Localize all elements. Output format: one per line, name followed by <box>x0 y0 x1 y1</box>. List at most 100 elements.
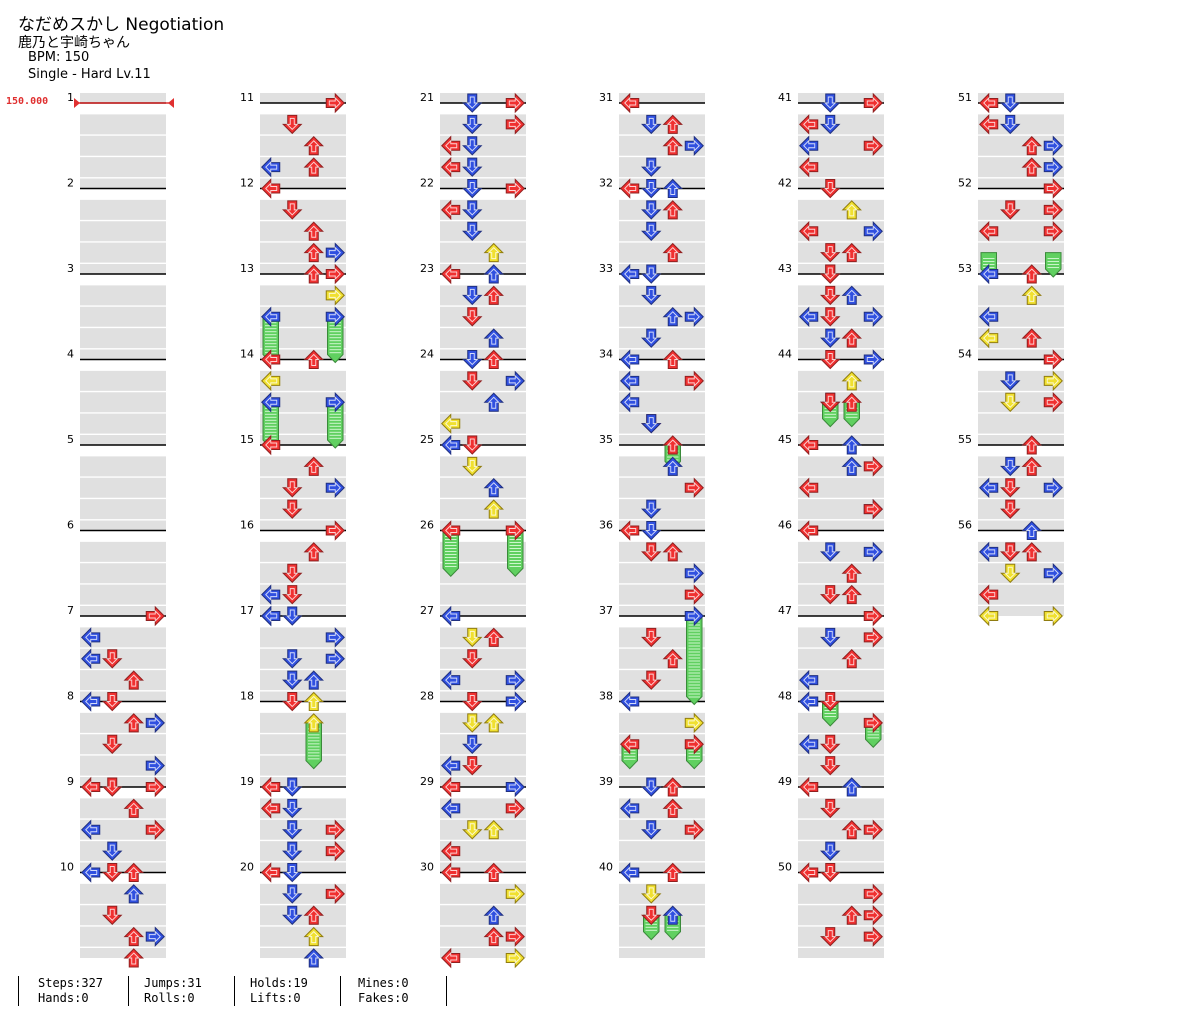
measure-number: 44 <box>778 348 792 361</box>
arrow-note <box>325 285 345 306</box>
beat-band <box>440 520 526 531</box>
measure-number: 37 <box>599 604 613 617</box>
beat-band <box>798 948 884 958</box>
arrow-note <box>483 328 504 348</box>
stat-rolls: Rolls:0 <box>144 991 195 1005</box>
beat-band <box>978 456 1064 477</box>
beat-band <box>440 435 526 445</box>
arrow-note <box>441 135 461 156</box>
arrow-note <box>979 541 999 563</box>
hold-note <box>262 401 279 449</box>
beat-band <box>440 734 526 755</box>
beat-band <box>440 499 526 520</box>
beat-band <box>619 712 705 733</box>
arrow-note <box>483 392 504 412</box>
bpm-label: BPM: 150 <box>28 50 90 65</box>
beat-band <box>440 199 526 220</box>
arrow-note <box>863 819 883 840</box>
beat-band <box>80 328 166 349</box>
arrow-note <box>282 692 303 712</box>
arrow-note <box>620 370 640 392</box>
arrow-note <box>641 542 662 562</box>
beat-band <box>440 413 526 434</box>
beat-band <box>798 477 884 498</box>
beat-band <box>80 926 166 947</box>
arrow-note <box>441 776 461 798</box>
arrow-note <box>462 371 483 391</box>
measure: 20 <box>240 861 346 958</box>
beat-band <box>440 178 526 189</box>
measure: 19 <box>240 775 346 862</box>
arrow-note <box>462 179 483 199</box>
arrow-note <box>123 670 144 690</box>
beat-band <box>978 114 1064 135</box>
beat-band <box>440 798 526 819</box>
arrow-note <box>282 905 303 925</box>
measure-number: 33 <box>599 262 613 275</box>
measure-number: 16 <box>240 519 254 532</box>
beat-band <box>440 221 526 242</box>
beat-band <box>260 157 346 178</box>
arrow-note <box>1021 456 1042 476</box>
arrow-note <box>620 862 640 883</box>
beat-band <box>440 242 526 263</box>
hold-note <box>822 701 839 727</box>
arrow-note <box>641 820 662 840</box>
arrow-note <box>841 777 862 797</box>
measure: 36 <box>599 519 705 605</box>
arrow-note <box>620 92 640 114</box>
beat-band <box>80 948 166 958</box>
arrow-note <box>841 371 862 391</box>
arrow-note <box>261 156 281 178</box>
arrow-note <box>1043 349 1063 370</box>
measure-number: 53 <box>958 262 972 275</box>
arrow-note <box>1021 520 1042 540</box>
arrow-note <box>841 584 862 605</box>
arrow-note <box>441 798 461 819</box>
beat-band <box>260 777 346 787</box>
beat-band <box>619 777 705 787</box>
arrow-note <box>483 242 504 263</box>
measure: 28 <box>420 690 526 776</box>
arrow-note <box>505 798 525 819</box>
arrow-note <box>863 135 883 156</box>
measure: 43 <box>778 262 884 349</box>
beat-band <box>798 777 884 787</box>
arrow-note <box>282 798 303 819</box>
arrow-note <box>662 542 683 562</box>
arrow-note <box>261 862 281 883</box>
stat-holds: Holds:19 <box>250 976 308 990</box>
arrow-note <box>1000 499 1021 519</box>
arrow-note <box>684 584 704 605</box>
arrow-note <box>641 179 662 199</box>
beat-band <box>619 157 705 178</box>
beat-band <box>798 349 884 360</box>
beat-band <box>619 199 705 220</box>
beat-band <box>80 541 166 562</box>
measure-number: 55 <box>958 433 972 446</box>
measure: 2 <box>67 177 166 263</box>
measure-number: 35 <box>599 433 613 446</box>
measure-number: 10 <box>60 861 74 874</box>
arrow-note <box>1043 392 1063 413</box>
measure: 37 <box>599 604 705 691</box>
measure: 45 <box>778 433 884 520</box>
measure: 51 <box>958 91 1064 178</box>
hold-note <box>327 316 344 364</box>
arrow-note <box>145 819 165 840</box>
beat-band <box>80 712 166 733</box>
arrow-note <box>303 136 324 156</box>
arrow-note <box>1043 477 1063 498</box>
arrow-note <box>1043 605 1063 627</box>
beat-band <box>619 670 705 691</box>
arrow-note <box>1000 563 1021 583</box>
arrow-note <box>799 669 819 691</box>
beat-band <box>260 670 346 691</box>
arrow-note <box>863 456 883 477</box>
beat-band <box>440 584 526 605</box>
arrow-note <box>1000 200 1021 220</box>
arrow-note <box>641 285 662 306</box>
arrow-note <box>123 713 144 733</box>
arrow-note <box>620 263 640 285</box>
arrow-note <box>1000 114 1021 135</box>
